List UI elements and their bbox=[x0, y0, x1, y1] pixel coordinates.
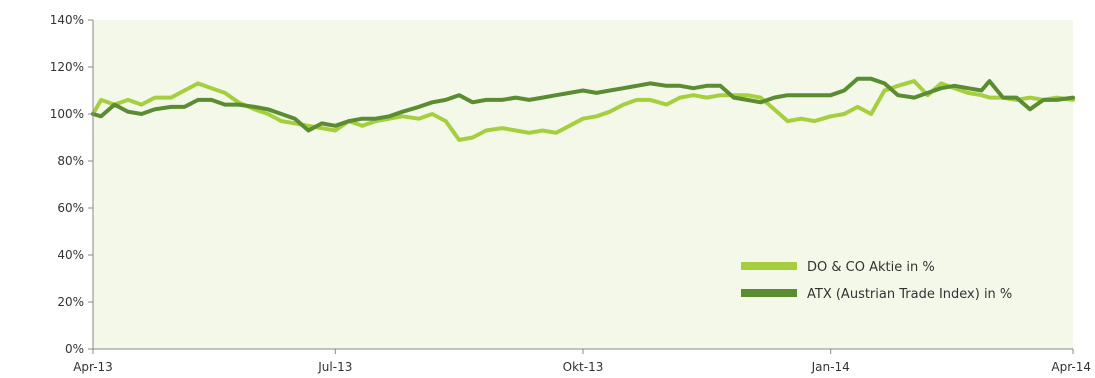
y-tick-label: 40% bbox=[57, 248, 84, 262]
legend-swatch bbox=[741, 262, 797, 270]
legend-label: ATX (Austrian Trade Index) in % bbox=[807, 287, 1012, 302]
y-tick-label: 140% bbox=[50, 13, 84, 27]
y-tick-label: 120% bbox=[50, 60, 84, 74]
x-tick-label: Apr-14 bbox=[1051, 360, 1091, 374]
y-tick-label: 20% bbox=[57, 295, 84, 309]
y-tick-label: 80% bbox=[57, 154, 84, 168]
x-tick-label: Jul-13 bbox=[317, 360, 352, 374]
legend-swatch bbox=[741, 289, 797, 297]
y-tick-label: 60% bbox=[57, 201, 84, 215]
x-tick-label: Okt-13 bbox=[563, 360, 604, 374]
legend-label: DO & CO Aktie in % bbox=[807, 260, 935, 275]
y-tick-label: 100% bbox=[50, 107, 84, 121]
x-tick-label: Jan-14 bbox=[811, 360, 850, 374]
y-tick-label: 0% bbox=[65, 342, 84, 356]
x-tick-label: Apr-13 bbox=[73, 360, 113, 374]
y-axis-ticks: 0% 20% 40% 60% 80% 100% 120% 140% bbox=[50, 13, 93, 356]
x-axis-ticks: Apr-13 Jul-13 Okt-13 Jan-14 Apr-14 bbox=[73, 349, 1091, 374]
